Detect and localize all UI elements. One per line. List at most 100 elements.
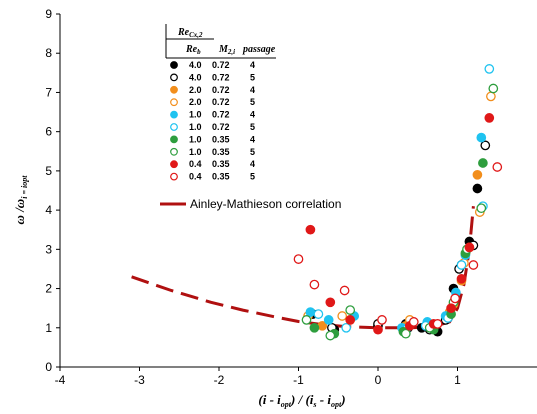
data-point-series-8: [305, 224, 316, 235]
legend-passage: 4: [250, 110, 255, 120]
data-point-series-9: [293, 254, 304, 264]
y-tick-label: 0: [45, 360, 52, 374]
legend-mach: 0.72: [212, 85, 230, 95]
data-point-series-9: [492, 162, 503, 172]
legend-mach: 0.72: [212, 122, 230, 132]
legend-rows: 4.0 0.72 4 4.0 0.72 5 2.0 0.72 4 2.0 0.72 5 1.0 0.72 4…: [170, 60, 255, 182]
data-point-series-5: [456, 260, 467, 270]
data-point-series-9: [432, 319, 443, 329]
legend-marker: [170, 73, 178, 82]
data-point-series-9: [339, 285, 350, 296]
points-layer: [293, 64, 503, 341]
x-tick-label: 1: [454, 373, 461, 387]
legend-passage: 4: [250, 60, 255, 70]
legend-mach: 0.35: [212, 172, 230, 182]
legend-marker: [170, 160, 178, 169]
y-tick-label: 2: [45, 282, 52, 296]
legend-re: 0.4: [189, 159, 202, 169]
y-tick-label: 3: [45, 242, 52, 256]
x-tick-label: 0: [375, 373, 382, 387]
data-point-series-6: [478, 158, 488, 168]
data-point-series-8: [464, 242, 475, 253]
legend: ReCx,2 Reb M2,i passage 4.0 0.72 44.0 0.72 5…: [164, 21, 278, 193]
correlation-legend: Ainley-Mathieson correlation: [160, 197, 341, 211]
x-tick-label: -3: [134, 373, 145, 387]
legend-re: 4.0: [189, 60, 202, 70]
data-point-series-5: [341, 322, 352, 333]
legend-mach: 0.72: [212, 72, 230, 82]
legend-mach: 0.35: [212, 147, 230, 157]
data-point-series-9: [408, 317, 419, 327]
legend-marker: [170, 110, 178, 119]
y-tick-label: 4: [45, 203, 52, 217]
data-point-series-7: [345, 305, 356, 315]
legend-marker: [170, 61, 178, 69]
x-axis-label: (i - iopt) / (is - iopt): [258, 392, 345, 409]
legend-passage: 5: [250, 72, 255, 82]
legend-passage: 5: [250, 122, 255, 132]
y-tick-label: 1: [45, 321, 52, 335]
data-point-series-3: [486, 91, 496, 102]
y-axis-label: ω /ωi = iopt: [12, 175, 29, 225]
data-point-series-1: [480, 140, 491, 151]
data-point-series-0: [472, 183, 483, 194]
data-point-series-7: [488, 83, 499, 94]
plot-area: 0 1 2 3 4 5 6 7 8 9 -4 -3 -2 -1 0 1: [45, 7, 537, 387]
y-tick-label: 6: [45, 125, 52, 139]
data-point-series-8: [373, 324, 383, 335]
data-point-series-8: [484, 113, 495, 123]
legend-marker: [170, 85, 178, 94]
data-point-series-2: [472, 169, 483, 180]
legend-mach: 0.72: [212, 60, 230, 70]
y-tick-label: 8: [45, 46, 52, 60]
legend-header-passage: passage: [242, 44, 276, 55]
legend-passage: 5: [250, 172, 255, 182]
data-point-series-9: [309, 279, 320, 290]
legend-marker: [170, 147, 178, 156]
legend-re: 1.0: [189, 122, 202, 132]
data-point-series-8: [345, 315, 356, 325]
legend-marker: [170, 123, 178, 131]
legend-re: 4.0: [189, 72, 202, 82]
legend-passage: 5: [250, 97, 255, 107]
legend-header-re-b: Reb: [185, 44, 201, 56]
data-point-series-4: [305, 307, 316, 317]
legend-mach: 0.72: [212, 97, 230, 107]
legend-re: 0.4: [189, 172, 202, 182]
data-point-series-9: [468, 260, 479, 270]
data-point-series-8: [446, 303, 456, 314]
legend-passage: 4: [250, 159, 255, 169]
data-point-series-5: [313, 309, 324, 319]
data-point-series-8: [325, 297, 336, 308]
data-point-series-7: [400, 328, 411, 339]
data-point-series-8: [456, 273, 467, 284]
x-tick-label: -1: [293, 373, 304, 387]
legend-re: 1.0: [189, 147, 202, 157]
legend-re: 1.0: [189, 110, 202, 120]
legend-re: 1.0: [189, 134, 202, 144]
legend-mach: 0.35: [212, 134, 230, 144]
correlation-layer: [131, 206, 475, 330]
data-point-series-7: [476, 203, 487, 214]
legend-marker: [170, 98, 178, 107]
legend-passage: 5: [250, 147, 255, 157]
y-tick-label: 7: [45, 85, 52, 99]
legend-mach: 0.72: [212, 110, 230, 120]
legend-marker: [170, 172, 178, 181]
legend-re: 2.0: [189, 85, 202, 95]
x-tick-label: -4: [55, 373, 66, 387]
svg-text:ω /ωi = iopt: ω /ωi = iopt: [12, 175, 29, 225]
x-tick-label: -2: [214, 373, 225, 387]
legend-mach: 0.35: [212, 159, 230, 169]
correlation-legend-label: Ainley-Mathieson correlation: [190, 197, 341, 211]
data-point-series-4: [476, 132, 487, 143]
data-point-series-5: [484, 64, 495, 74]
y-tick-label: 5: [45, 164, 52, 178]
data-point-series-7: [325, 330, 336, 341]
legend-passage: 4: [250, 134, 255, 144]
data-point-series-4: [323, 315, 334, 325]
y-tick-label: 9: [45, 7, 52, 21]
legend-marker: [170, 135, 178, 144]
data-point-series-9: [377, 315, 387, 325]
